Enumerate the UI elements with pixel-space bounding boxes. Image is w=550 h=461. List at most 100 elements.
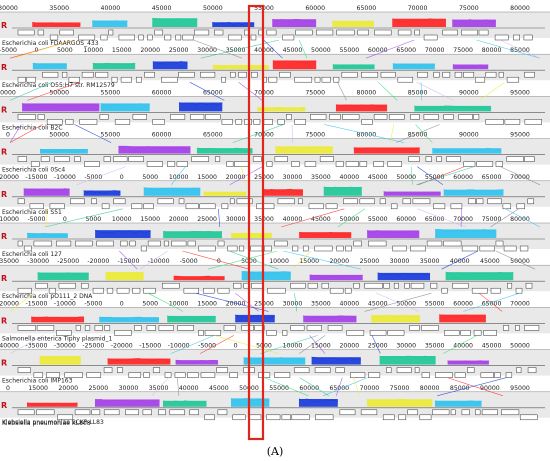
gene-box (475, 409, 481, 416)
homology-connector (371, 335, 381, 354)
tick-label: 45000 (209, 385, 229, 392)
homology-connector (291, 124, 293, 143)
homology-connector (410, 166, 413, 185)
gene-box (36, 409, 55, 416)
homology-connector (490, 208, 519, 228)
gene-box (164, 34, 172, 41)
conservation-profile (332, 20, 375, 24)
gene-box (476, 161, 494, 167)
gene-box (281, 414, 291, 421)
tick-label: 35000 (311, 174, 331, 181)
gene-box (68, 76, 80, 83)
gene-box (382, 414, 395, 421)
homology-connector (299, 335, 326, 354)
homology-connector (240, 166, 247, 185)
alignment-block (303, 315, 357, 323)
gene-box (118, 34, 135, 41)
gene-box (515, 325, 520, 331)
conservation-profile (243, 357, 306, 361)
tick-label: 15000 (299, 258, 319, 265)
gene-box (189, 409, 199, 416)
genome-track: -35000 -30000 -25000 -20000 -15000 -10000 -500… (0, 258, 550, 300)
tick-label: 85000 (408, 89, 428, 96)
gene-box (463, 161, 476, 167)
gene-box (421, 372, 430, 378)
gene-box (507, 282, 513, 289)
gene-box (294, 119, 306, 125)
gene-box (235, 119, 243, 125)
gene-box (61, 71, 68, 78)
conservation-profile (414, 105, 492, 109)
gene-box (421, 325, 439, 331)
gene-box (33, 240, 52, 247)
gene-box (319, 156, 334, 162)
gene-box (282, 34, 295, 41)
homology-connector (416, 166, 475, 186)
tick-label: 60000 (152, 89, 172, 96)
alignment-block (152, 61, 188, 70)
gene-box (84, 161, 100, 167)
tick-label: 40000 (339, 174, 359, 181)
gene-box (104, 325, 111, 331)
gene-box (308, 203, 324, 210)
alignment-block (311, 357, 361, 365)
gene-box (423, 114, 439, 120)
gene-box (221, 119, 233, 125)
gene-box (113, 198, 126, 205)
gene-box (103, 409, 120, 416)
genome-track: 0150002000025000300003500040000450005000… (0, 385, 550, 427)
tick-label: 15000 (197, 300, 217, 307)
gene-box (174, 372, 186, 378)
gene-box (229, 198, 235, 205)
homology-connector (260, 335, 318, 354)
conservation-profile (353, 147, 420, 151)
tick-label: 20000 (339, 343, 359, 350)
tick-label: 40000 (179, 385, 199, 392)
tick-label: -5000 (0, 47, 17, 54)
tick-label: 95000 (510, 89, 530, 96)
tick-label: 40000 (339, 300, 359, 307)
gene-box (410, 245, 426, 252)
conservation-profile (162, 400, 207, 405)
gene-box (57, 414, 74, 421)
tick-label: 70000 (408, 5, 428, 12)
tick-label: 5000 (57, 47, 73, 54)
tick-label: 90000 (459, 89, 479, 96)
tick-label: 50000 (311, 47, 331, 54)
homology-connector (170, 166, 186, 185)
tick-label: 70000 (453, 216, 473, 223)
alignment-block (100, 103, 150, 112)
alignment-block (27, 233, 68, 238)
alignment-block (452, 19, 496, 27)
gene-box (78, 34, 96, 41)
gene-box (56, 240, 72, 247)
gene-box (241, 325, 254, 331)
conservation-profile (443, 189, 504, 193)
tick-label: 75000 (453, 47, 473, 54)
gene-box (473, 114, 480, 120)
alignment-block (196, 148, 253, 154)
homology-connector (147, 292, 184, 312)
conservation-profile (263, 188, 304, 193)
gene-box (170, 114, 186, 120)
gene-box (198, 330, 204, 336)
gene-box (232, 414, 246, 421)
gene-box (485, 71, 497, 78)
gene-box (461, 409, 470, 416)
gene-box (132, 287, 141, 294)
tick-label: 85000 (450, 385, 470, 392)
tick-label: 50000 (396, 174, 416, 181)
genome-track: -10000 -5000 0 5000 10000 15000 20000 25000 3000… (0, 216, 550, 258)
conservation-profile (230, 232, 273, 237)
gene-box (49, 203, 65, 210)
tick-label: 40000 (450, 258, 470, 265)
gene-box (266, 161, 273, 167)
gene-box (404, 282, 410, 289)
strand-marker: R (1, 105, 7, 114)
alignment-block (163, 231, 222, 238)
gene-box (310, 114, 327, 120)
gene-box (410, 282, 425, 289)
homology-connector (337, 82, 347, 101)
tick-label: 80000 (510, 216, 530, 223)
homology-connector (335, 377, 343, 396)
